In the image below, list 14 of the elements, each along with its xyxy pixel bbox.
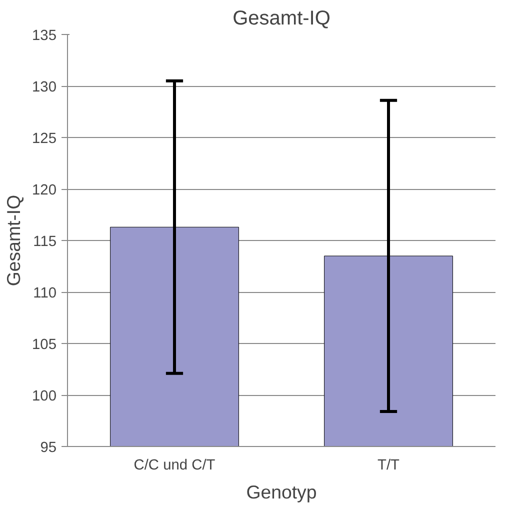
- y-tick-label: 95: [40, 440, 57, 456]
- chart-title: Gesamt-IQ: [232, 8, 330, 30]
- y-tick-label: 110: [33, 286, 57, 302]
- y-tick-label: 105: [32, 337, 57, 353]
- y-tick-label: 100: [32, 388, 57, 404]
- y-tick-label: 130: [32, 80, 57, 96]
- x-tick-label: C/C und C/T: [134, 458, 216, 474]
- y-tick-label: 115: [33, 234, 57, 250]
- y-tick-label: 125: [32, 131, 57, 147]
- x-tick-label: T/T: [378, 458, 400, 474]
- y-tick-label: 135: [32, 28, 57, 44]
- y-tick-label: 120: [32, 182, 57, 198]
- y-axis-title: Gesamt-IQ: [3, 194, 24, 286]
- x-axis-title: Genotyp: [246, 482, 317, 502]
